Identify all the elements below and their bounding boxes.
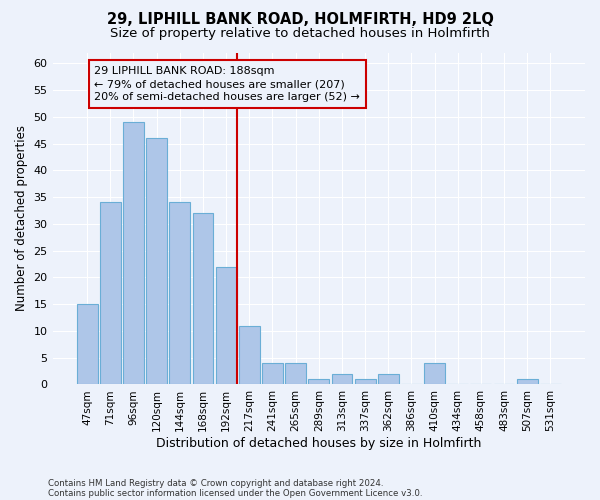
Bar (100, 202, 121, 384)
Bar (332, 374, 352, 384)
Text: Contains public sector information licensed under the Open Government Licence v3: Contains public sector information licen… (48, 488, 422, 498)
Bar (262, 363, 283, 384)
Bar (193, 213, 214, 384)
Bar (216, 266, 236, 384)
Bar (308, 379, 329, 384)
Bar (285, 363, 306, 384)
Bar (424, 363, 445, 384)
Bar (123, 122, 144, 384)
X-axis label: Distribution of detached houses by size in Holmfirth: Distribution of detached houses by size … (156, 437, 481, 450)
Text: 29, LIPHILL BANK ROAD, HOLMFIRTH, HD9 2LQ: 29, LIPHILL BANK ROAD, HOLMFIRTH, HD9 2L… (107, 12, 493, 28)
Text: Contains HM Land Registry data © Crown copyright and database right 2024.: Contains HM Land Registry data © Crown c… (48, 478, 383, 488)
Bar (355, 379, 376, 384)
Bar (146, 138, 167, 384)
Text: Size of property relative to detached houses in Holmfirth: Size of property relative to detached ho… (110, 28, 490, 40)
Bar (77, 304, 98, 384)
Bar (378, 374, 398, 384)
Y-axis label: Number of detached properties: Number of detached properties (15, 126, 28, 312)
Text: 29 LIPHILL BANK ROAD: 188sqm
← 79% of detached houses are smaller (207)
20% of s: 29 LIPHILL BANK ROAD: 188sqm ← 79% of de… (94, 66, 360, 102)
Bar (517, 379, 538, 384)
Bar (169, 202, 190, 384)
Bar (239, 326, 260, 384)
